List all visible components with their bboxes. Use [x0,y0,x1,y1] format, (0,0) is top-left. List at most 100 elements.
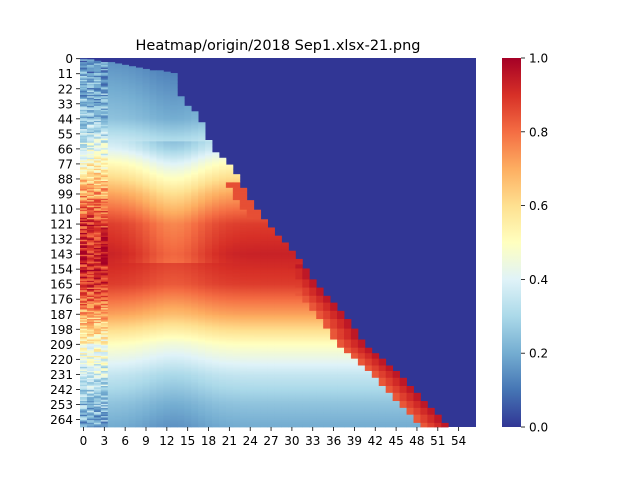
heatmap-cell [239,288,248,291]
heatmap-cell [86,152,95,155]
heatmap-cell [239,237,248,239]
heatmap-cell [225,283,234,286]
heatmap-cell [142,86,150,89]
heatmap-cell [239,313,248,316]
heatmap-cell [205,165,213,168]
heatmap-cell [253,325,262,328]
heatmap-cell [93,268,102,271]
heatmap-cell [135,152,143,155]
heatmap-cell [218,194,227,197]
heatmap-cell [163,193,171,196]
heatmap-cell [170,73,178,75]
heatmap-cell [156,156,164,159]
heatmap-cell [163,97,171,100]
heatmap-cell [114,150,123,153]
heatmap-cell [225,205,234,208]
heatmap-cell [184,302,192,305]
heatmap-cell [107,293,116,295]
heatmap-cell [149,157,157,160]
heatmap-cell [107,256,116,258]
heatmap-cell [337,324,345,327]
heatmap-cell [121,82,130,85]
heatmap-cell [86,165,95,168]
heatmap-cell [121,312,130,314]
heatmap-cell [149,140,157,142]
heatmap-cell [100,83,109,86]
heatmap-cell [267,267,275,269]
heatmap-cell [191,309,199,312]
heatmap-cell [107,66,116,68]
heatmap-cell [232,314,241,317]
heatmap-cell [309,294,317,297]
heatmap-cell [149,323,157,325]
heatmap-cell [93,186,102,189]
heatmap-cell [107,219,116,222]
heatmap-cell [212,170,220,172]
heatmap-cell [198,230,206,232]
heatmap-cell [330,305,338,308]
heatmap-cell [93,212,102,215]
heatmap-cell [107,142,116,145]
heatmap-cell [184,204,192,206]
heatmap-cell [205,175,213,178]
heatmap-cell [163,175,171,178]
heatmap-cell [163,74,171,77]
heatmap-cell [198,219,206,222]
heatmap-cell [184,310,192,313]
heatmap-cell [184,107,192,109]
heatmap-cell [100,70,109,73]
heatmap-cell [156,73,164,75]
heatmap-cell [128,73,136,75]
heatmap-cell [191,165,199,168]
heatmap-cell [177,222,185,224]
heatmap-cell [323,320,331,323]
heatmap-cell [135,156,143,159]
heatmap-cell [191,189,199,191]
heatmap-cell [107,252,116,254]
heatmap-cell [198,176,206,179]
heatmap-cell [149,85,157,88]
heatmap-cell [142,172,150,175]
heatmap-cell [142,155,150,157]
heatmap-cell [121,171,130,174]
heatmap-cell [156,78,164,81]
heatmap-cell [107,290,116,293]
heatmap-cell [170,130,178,133]
heatmap-cell [184,174,192,176]
heatmap-cell [100,332,109,335]
heatmap-cell [184,235,192,238]
heatmap-cell [163,228,171,231]
heatmap-cell [107,181,116,183]
heatmap-cell [177,234,185,237]
heatmap-cell [142,261,150,264]
heatmap-cell [288,332,296,335]
heatmap-cell [212,159,220,161]
heatmap-cell [156,321,164,324]
heatmap-cell [107,105,116,108]
heatmap-cell [100,201,109,204]
heatmap-cell [281,302,289,305]
heatmap-cell [198,201,206,204]
heatmap-cell [93,189,102,191]
heatmap-cell [191,213,199,216]
heatmap-cell [80,302,88,305]
heatmap-cell [184,155,192,157]
heatmap-cell [156,114,164,116]
heatmap-cell [330,332,338,335]
heatmap-cell [323,319,331,321]
heatmap-cell [142,298,150,301]
heatmap-cell [156,116,164,119]
heatmap-cell [281,275,289,278]
heatmap-cell [184,278,192,280]
heatmap-cell [239,268,248,271]
heatmap-cell [107,193,116,196]
heatmap-cell [198,234,206,237]
heatmap-cell [205,313,213,316]
heatmap-cell [142,130,150,133]
heatmap-cell [142,82,150,85]
heatmap-cell [121,308,130,310]
heatmap-cell [288,301,296,304]
heatmap-cell [114,190,123,193]
heatmap-cell [212,250,220,253]
heatmap-cell [107,260,116,263]
